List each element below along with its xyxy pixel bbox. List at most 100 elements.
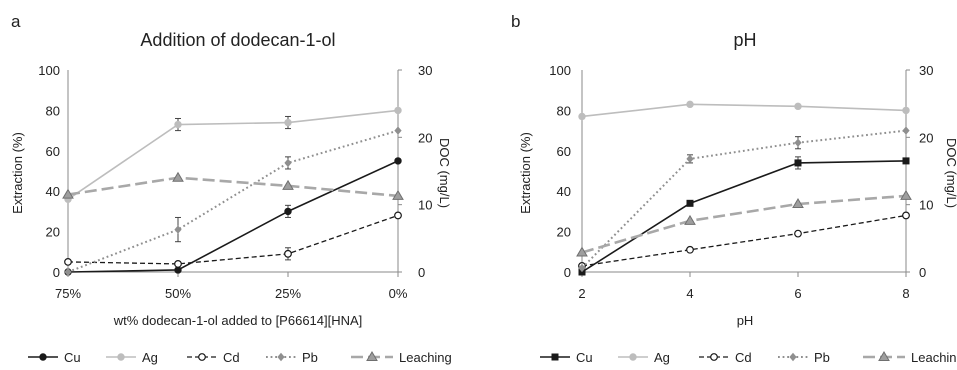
x-axis-label-b: pH [737,313,754,328]
series-leaching-b [576,189,912,257]
data-point-pb-b [902,126,910,135]
legend-label-leaching-b: Leaching [911,350,957,365]
legend-marker-cd-b [710,353,718,361]
chart-title-b: pH [733,30,756,50]
y-tick-label-b: 100 [549,63,571,78]
series-pb-b [578,126,910,273]
x-tick-label-a: 25% [275,286,301,301]
x-tick-label-a: 0% [389,286,408,301]
data-point-pb-a [64,267,72,277]
series-cu-b [578,156,910,276]
legend-label-ag-a: Ag [142,350,158,365]
y2-tick-label-a: 10 [418,198,432,213]
series-line-cd-a [67,214,399,265]
data-point-cu-b [686,199,694,207]
y-tick-label-a: 80 [46,103,60,118]
legend-marker-pb-a [277,352,285,362]
data-point-ag-b [686,100,694,109]
data-point-ag-a [394,106,402,115]
legend-marker-ag-b [629,353,637,361]
data-point-cd-a [174,260,182,268]
data-point-pb-a [174,225,182,234]
data-point-ag-b [794,102,802,111]
x-tick-label-b: 4 [686,286,693,301]
y2-tick-label-a: 0 [418,265,425,280]
y-tick-label-b: 80 [557,103,571,118]
y-axis-label-a: Extraction (%) [10,132,25,214]
data-point-leaching-a [172,171,184,182]
data-point-ag-b [578,112,586,121]
data-point-ag-b [902,106,910,115]
series-line-cu-b [581,160,907,273]
legend-label-cd-a: Cd [223,350,240,365]
series-pb-a [64,126,402,277]
x-tick-label-b: 6 [794,286,801,301]
data-point-cd-b [686,245,694,254]
y2-tick-label-a: 20 [418,130,432,145]
data-point-pb-b [794,138,802,147]
data-point-leaching-b [684,214,696,225]
series-cd-a [64,211,402,268]
legend-marker-cu-b [551,353,559,361]
legend-marker-ag-a [117,353,125,361]
y-tick-label-a: 20 [46,225,60,240]
legend-label-pb-a: Pb [302,350,318,365]
legend-label-cd-b: Cd [735,350,752,365]
legend-label-cu-a: Cu [64,350,81,365]
legend-label-cu-b: Cu [576,350,593,365]
series-line-ag-a [67,109,399,200]
data-point-cu-b [794,159,802,167]
x-tick-label-b: 2 [578,286,585,301]
data-point-cd-b [902,211,910,220]
legend-marker-leaching-b [878,351,890,361]
data-point-cu-a [284,207,292,216]
y-tick-label-b: 40 [557,184,571,199]
x-tick-label-a: 50% [165,286,191,301]
x-axis-label-a: wt% dodecan-1-ol added to [P66614][HNA] [113,313,363,328]
data-point-cu-a [174,266,182,274]
data-point-leaching-a [392,189,404,200]
series-line-cd-b [581,214,907,267]
data-point-leaching-b [576,246,588,257]
y2-tick-label-b: 10 [919,198,933,213]
series-cu-a [64,157,402,276]
y2-tick-label-b: 30 [919,63,933,78]
y-axis-label-b: Extraction (%) [518,132,533,214]
y-tick-label-a: 0 [53,265,60,280]
y2-tick-label-a: 30 [418,63,432,78]
x-tick-label-b: 8 [902,286,909,301]
data-point-cd-b [794,229,802,238]
legend-marker-cd-a [198,353,206,361]
series-line-cu-a [67,160,399,273]
legend-marker-cu-a [39,353,47,361]
y-tick-label-b: 20 [557,225,571,240]
legend-marker-leaching-a [366,351,378,361]
series-line-pb-b [581,129,907,269]
data-point-cd-a [394,211,402,220]
y-tick-label-a: 40 [46,184,60,199]
data-point-cd-a [284,249,292,258]
y2-axis-label-b: DOC (mg/L) [944,138,957,208]
data-point-leaching-a [62,188,74,199]
panel-label-b: b [511,12,520,31]
y2-axis-label-a: DOC (mg/L) [437,138,452,208]
data-point-ag-a [284,118,292,127]
series-ag-b [578,100,910,121]
y-tick-label-a: 100 [38,63,60,78]
legend-label-pb-b: Pb [814,350,830,365]
data-point-leaching-b [900,189,912,200]
series-line-ag-b [581,103,907,118]
y-tick-label-a: 60 [46,144,60,159]
x-tick-label-a: 75% [55,286,81,301]
panel-a: a Addition of dodecan-1-ol Extraction (%… [10,12,452,328]
data-point-cu-a [394,157,402,165]
legend-label-leaching-a: Leaching [399,350,452,365]
data-point-leaching-b [792,198,804,208]
panel-label-a: a [11,12,21,31]
data-point-pb-b [686,154,694,164]
data-point-pb-a [284,158,292,168]
legend-label-ag-b: Ag [654,350,670,365]
data-point-leaching-a [282,179,294,190]
